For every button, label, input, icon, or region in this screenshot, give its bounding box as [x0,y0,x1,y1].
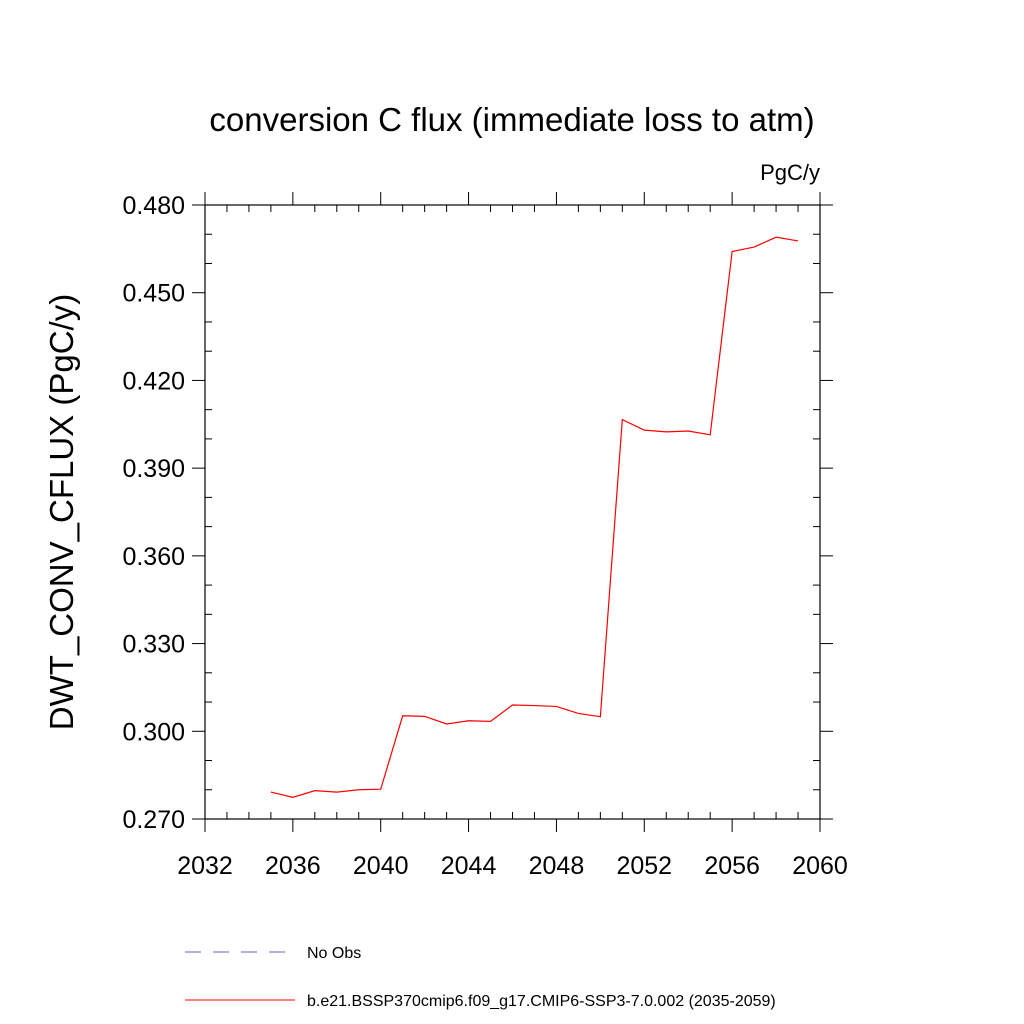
x-tick-label-3: 2044 [441,852,497,880]
y-tick-label-7: 0.480 [122,192,185,220]
x-tick-label-7: 2060 [792,852,848,880]
y-axis-label: DWT_CONV_CFLUX (PgC/y) [43,294,80,730]
x-tick-label-6: 2056 [704,852,760,880]
y-tick-label-3: 0.360 [122,543,185,571]
y-tick-label-5: 0.420 [122,367,185,395]
x-tick-label-2: 2040 [353,852,409,880]
x-tick-label-1: 2036 [265,852,321,880]
chart-title: conversion C flux (immediate loss to atm… [209,101,814,138]
x-tick-label-0: 2032 [177,852,233,880]
y-tick-label-1: 0.300 [122,718,185,746]
x-tick-label-5: 2052 [616,852,672,880]
y-tick-label-4: 0.390 [122,455,185,483]
plot-frame [204,204,821,820]
units-label: PgC/y [760,160,820,185]
y-tick-label-6: 0.450 [122,280,185,308]
legend-label-0: b.e21.BSSP370cmip6.f09_g17.CMIP6-SSP3-7.… [307,993,776,1010]
y-tick-label-0: 0.270 [122,806,185,834]
series-line-0 [270,236,799,798]
legend: No Obs b.e21.BSSP370cmip6.f09_g17.CMIP6-S… [185,945,776,1010]
x-tick-label-4: 2048 [529,852,585,880]
plot-area: 2032 2036 2040 2044 2048 2052 2056 2060 0.270 0.3… [122,192,848,880]
y-tick-label-2: 0.330 [122,631,185,659]
legend-label-1: No Obs [307,945,361,962]
